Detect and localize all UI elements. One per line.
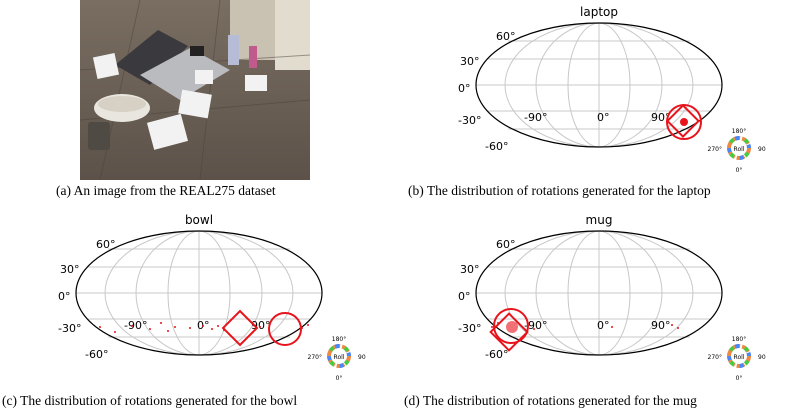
roll-bottom: 0°	[736, 375, 743, 382]
lat-tick: 0°	[58, 290, 71, 303]
roll-bottom: 0°	[736, 167, 743, 174]
roll-bottom: 0°	[336, 375, 343, 382]
plot-title: mug	[586, 213, 613, 227]
lat-tick: -60°	[485, 348, 508, 361]
lat-tick: -30°	[458, 322, 481, 335]
plot-title: bowl	[185, 213, 213, 227]
scatter-points	[491, 322, 679, 330]
lon-tick: 0°	[597, 111, 610, 124]
roll-left: 270°	[308, 354, 322, 361]
lat-tick: 30°	[60, 263, 80, 276]
mollweide-grid	[475, 230, 723, 356]
roll-right: 90	[758, 146, 766, 153]
lat-tick: 60°	[496, 238, 516, 251]
lat-tick: 0°	[458, 82, 471, 95]
scatter-points	[99, 322, 309, 333]
lat-tick: -60°	[85, 348, 108, 361]
roll-color-wheel: Roll 180° 270° 90 0°	[308, 336, 366, 382]
caption-b: (b) The distribution of rotations genera…	[408, 183, 711, 198]
roll-top: 180°	[332, 336, 346, 343]
roll-left: 270°	[708, 146, 722, 153]
rotation-markers	[221, 309, 302, 347]
rotation-markers	[666, 104, 702, 140]
roll-label: Roll	[734, 354, 745, 361]
lat-tick: 0°	[458, 290, 471, 303]
plot-title: laptop	[580, 5, 618, 19]
roll-right: 90	[758, 354, 766, 361]
caption-d: (d) The distribution of rotations genera…	[404, 393, 697, 408]
plot-laptop: laptop 60° 30° 0° -30° -60° -90° 0° 90°	[440, 0, 790, 180]
roll-top: 180°	[732, 128, 746, 135]
lon-tick: -90°	[124, 319, 147, 332]
lon-tick: -90°	[524, 111, 547, 124]
lat-tick: 60°	[496, 30, 516, 43]
lat-tick: 30°	[460, 55, 480, 68]
roll-color-wheel: Roll 180° 270° 90 0°	[708, 128, 766, 174]
lat-tick: -30°	[458, 114, 481, 127]
lat-tick: -60°	[485, 140, 508, 153]
mollweide-grid	[75, 230, 323, 356]
lon-tick: 0°	[597, 319, 610, 332]
lat-tick: 60°	[96, 238, 116, 251]
roll-top: 180°	[732, 336, 746, 343]
roll-label: Roll	[334, 354, 345, 361]
roll-left: 270°	[708, 354, 722, 361]
lat-tick: -30°	[58, 322, 81, 335]
lon-tick: 90°	[651, 111, 671, 124]
lon-tick: 90°	[651, 319, 671, 332]
mollweide-grid	[475, 22, 723, 148]
caption-c: (c) The distribution of rotations genera…	[2, 393, 298, 408]
real275-photo	[80, 0, 310, 180]
rotation-markers	[489, 308, 529, 352]
roll-label: Roll	[734, 146, 745, 153]
lon-tick: -90°	[524, 319, 547, 332]
plot-mug: mug 60° 30° 0° -30° -60° -90° 0° 90°	[440, 208, 790, 388]
roll-color-wheel: Roll 180° 270° 90 0°	[708, 336, 766, 382]
plot-bowl: bowl 60° 30° 0° -30° -60° -90° 0° 90°	[40, 208, 390, 388]
lat-tick: 30°	[460, 263, 480, 276]
roll-right: 90	[358, 354, 366, 361]
caption-a: (a) An image from the REAL275 dataset	[56, 183, 276, 198]
